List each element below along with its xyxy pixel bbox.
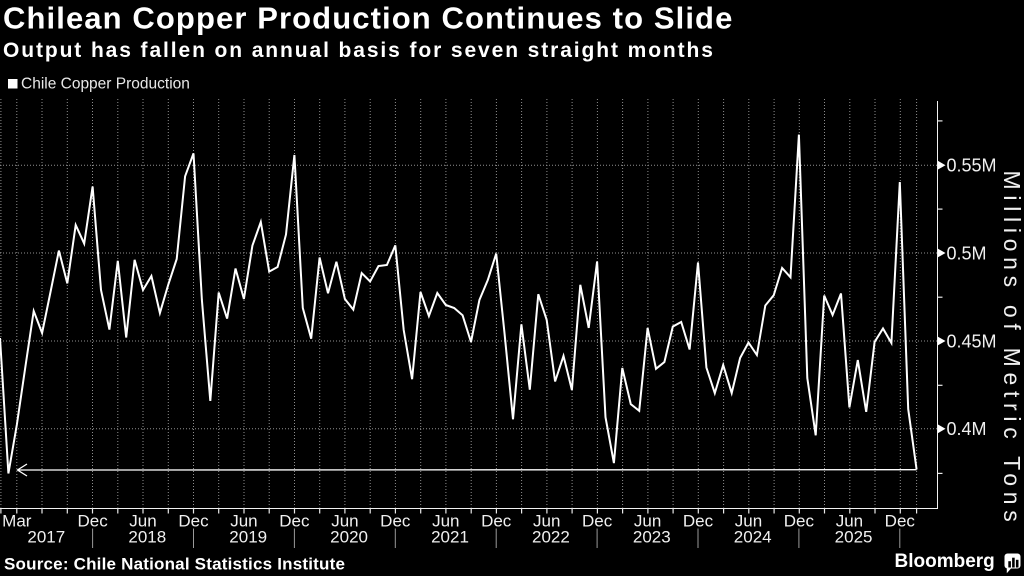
svg-text:Chile Copper Production: Chile Copper Production	[21, 76, 190, 93]
svg-text:Dec: Dec	[582, 512, 613, 531]
svg-text:Jun: Jun	[230, 512, 257, 531]
svg-text:0.45M: 0.45M	[947, 331, 997, 351]
svg-text:Dec: Dec	[178, 512, 209, 531]
svg-text:2018: 2018	[128, 528, 166, 547]
svg-text:Jun: Jun	[634, 512, 661, 531]
svg-text:Dec: Dec	[380, 512, 411, 531]
svg-text:Dec: Dec	[885, 512, 916, 531]
svg-text:Jun: Jun	[735, 512, 762, 531]
svg-text:Output has fallen on annual ba: Output has fallen on annual basis for se…	[3, 39, 715, 62]
svg-text:Jun: Jun	[432, 512, 459, 531]
svg-text:2020: 2020	[330, 528, 368, 547]
svg-text:Jun: Jun	[533, 512, 560, 531]
svg-text:Dec: Dec	[279, 512, 310, 531]
svg-text:Jun: Jun	[129, 512, 156, 531]
svg-text:Dec: Dec	[784, 512, 815, 531]
svg-text:2022: 2022	[532, 528, 570, 547]
svg-text:Millions of Metric Tons: Millions of Metric Tons	[999, 171, 1024, 528]
svg-text:Bloomberg: Bloomberg	[895, 551, 995, 572]
svg-text:Dec: Dec	[481, 512, 512, 531]
svg-text:2017: 2017	[27, 528, 65, 547]
svg-text:Jun: Jun	[836, 512, 863, 531]
svg-text:Jun: Jun	[331, 512, 358, 531]
svg-text:2023: 2023	[633, 528, 671, 547]
svg-text:2025: 2025	[835, 528, 873, 547]
svg-text:2021: 2021	[431, 528, 469, 547]
svg-text:2019: 2019	[229, 528, 267, 547]
svg-text:Chilean Copper Production Cont: Chilean Copper Production Continues to S…	[3, 1, 733, 36]
svg-text:Mar: Mar	[2, 512, 32, 531]
svg-text:Dec: Dec	[683, 512, 714, 531]
svg-text:2024: 2024	[734, 528, 772, 547]
svg-text:Dec: Dec	[77, 512, 108, 531]
svg-text:0.4M: 0.4M	[947, 419, 987, 439]
svg-text:0.55M: 0.55M	[947, 156, 997, 176]
svg-text:0.5M: 0.5M	[947, 243, 987, 263]
svg-text:Source: Chile National Statist: Source: Chile National Statistics Instit…	[4, 555, 345, 574]
